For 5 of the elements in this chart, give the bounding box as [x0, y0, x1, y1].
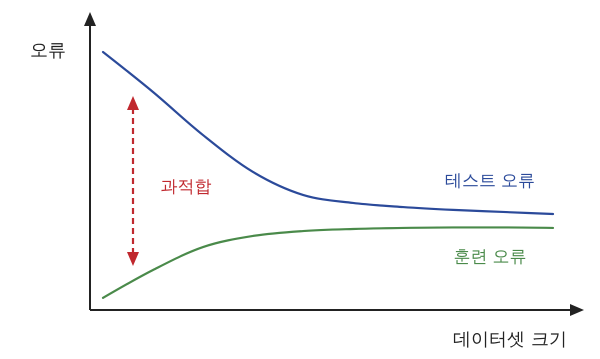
- y-axis-title: 오류: [30, 40, 66, 61]
- annotation: 과적합: [160, 177, 212, 197]
- x-axis-title: 데이터셋 크기: [453, 329, 567, 350]
- series-label: 훈련 오류: [453, 247, 527, 267]
- series-label: 테스트 오류: [444, 171, 536, 191]
